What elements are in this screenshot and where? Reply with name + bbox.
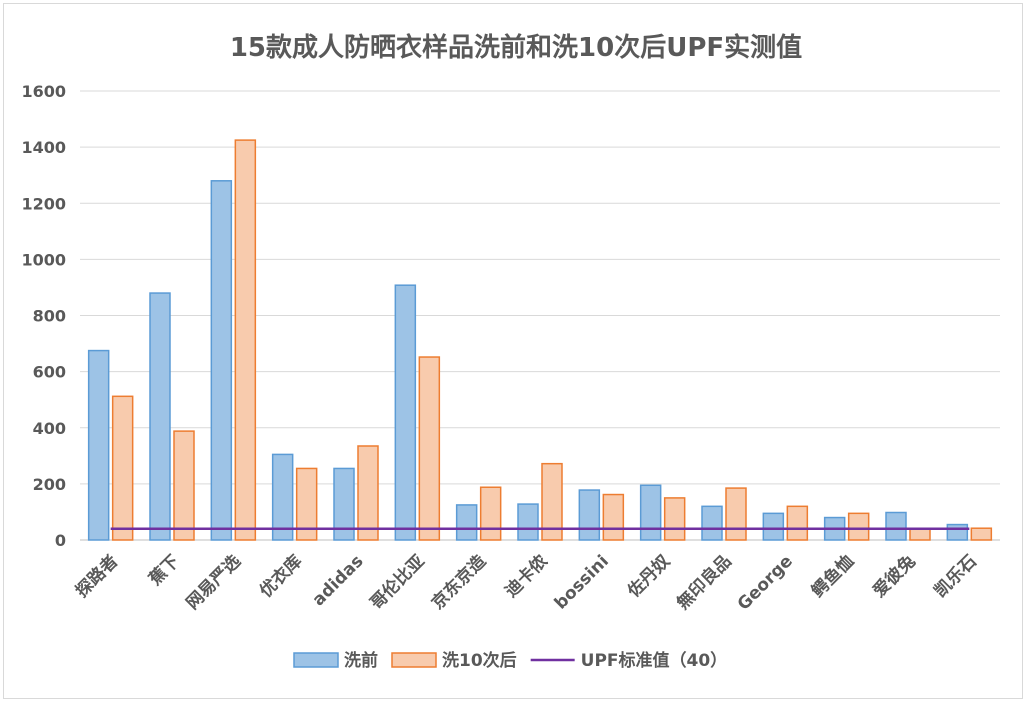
x-category-label: 优衣库 (255, 551, 306, 602)
x-category-label: 探路者 (71, 551, 122, 602)
y-tick-label: 600 (33, 363, 66, 382)
legend-swatch-0 (293, 652, 339, 668)
x-category-label: 爱彼兔 (869, 551, 920, 602)
y-tick-label: 800 (33, 307, 66, 326)
bar-after-10-washes (479, 486, 502, 541)
y-tick-label: 1600 (21, 82, 66, 101)
bar-before-wash (946, 523, 969, 541)
bar-chart: 15款成人防晒衣样品洗前和洗10次后UPF实测值 0 200 400 600 800 10… (21, 32, 1000, 671)
bar-before-wash (578, 489, 601, 541)
bar-after-10-washes (970, 527, 993, 541)
x-category-label: adidas (309, 551, 368, 610)
bar-before-wash (517, 503, 539, 541)
bar-before-wash (762, 512, 785, 541)
x-category-label: 网易严选 (183, 551, 245, 613)
legend-label: 洗10次后 (442, 650, 517, 671)
y-tick-label: 1000 (21, 250, 66, 269)
legend-label: 洗前 (344, 650, 378, 671)
bar-before-wash (455, 504, 478, 541)
bar-before-wash (639, 484, 662, 541)
bar-after-10-washes (418, 356, 441, 541)
y-tick-label: 200 (33, 475, 66, 494)
x-category-label: 迪卡侬 (501, 550, 553, 602)
bar-before-wash (394, 284, 417, 541)
bar-after-10-washes (725, 487, 747, 541)
chart-frame: 15款成人防晒衣样品洗前和洗10次后UPF实测值 0 200 400 600 800 10… (3, 3, 1023, 699)
y-tick-label: 400 (33, 419, 66, 438)
y-tick-label: 1400 (21, 138, 66, 157)
bar-after-10-washes (173, 430, 195, 541)
bar-before-wash (333, 467, 355, 541)
x-category-label: 凯乐石 (930, 551, 981, 602)
bar-before-wash (210, 180, 233, 541)
bar-after-10-washes (111, 395, 134, 541)
bar-after-10-washes (541, 462, 563, 541)
x-category-label: 無印良品 (673, 551, 736, 614)
legend: 洗前 洗10次后 UPF标准值（40） (293, 650, 728, 671)
bar-after-10-washes (295, 467, 318, 541)
x-category-label: George (734, 551, 797, 614)
y-tick-label: 0 (55, 531, 66, 550)
bar-after-10-washes (847, 512, 870, 541)
y-axis-ticks: 0 200 400 600 800 1000 1200 1400 1600 (21, 82, 66, 550)
x-category-label: 佐丹奴 (623, 551, 675, 603)
bar-after-10-washes (663, 497, 686, 541)
x-category-label: 哥伦比亚 (366, 551, 429, 614)
legend-swatch-1 (391, 652, 437, 668)
bar-after-10-washes (602, 493, 625, 541)
bar-before-wash (885, 511, 907, 541)
x-category-label: bossini (551, 551, 613, 613)
y-tick-label: 1200 (21, 194, 66, 213)
bar-before-wash (87, 349, 110, 541)
bar-after-10-washes (909, 528, 931, 541)
bar-before-wash (149, 292, 171, 541)
chart-title: 15款成人防晒衣样品洗前和洗10次后UPF实测值 (230, 32, 802, 63)
bar-before-wash (271, 453, 294, 541)
x-axis-categories: 探路者 蕉下 网易严选 优衣库 adidas 哥伦比亚 京东京造 迪卡侬 bossini 佐丹奴無… (71, 550, 981, 615)
x-category-label: 鳄鱼恤 (807, 551, 858, 602)
bar-after-10-washes (786, 505, 809, 541)
gridlines (80, 90, 1000, 541)
legend-label: UPF标准值（40） (581, 650, 728, 671)
x-category-label: 京东京造 (427, 550, 491, 614)
bar-after-10-washes (234, 139, 257, 541)
bars (87, 139, 993, 541)
bar-before-wash (701, 505, 723, 541)
x-category-label: 蕉下 (145, 551, 183, 589)
bar-after-10-washes (357, 445, 379, 541)
